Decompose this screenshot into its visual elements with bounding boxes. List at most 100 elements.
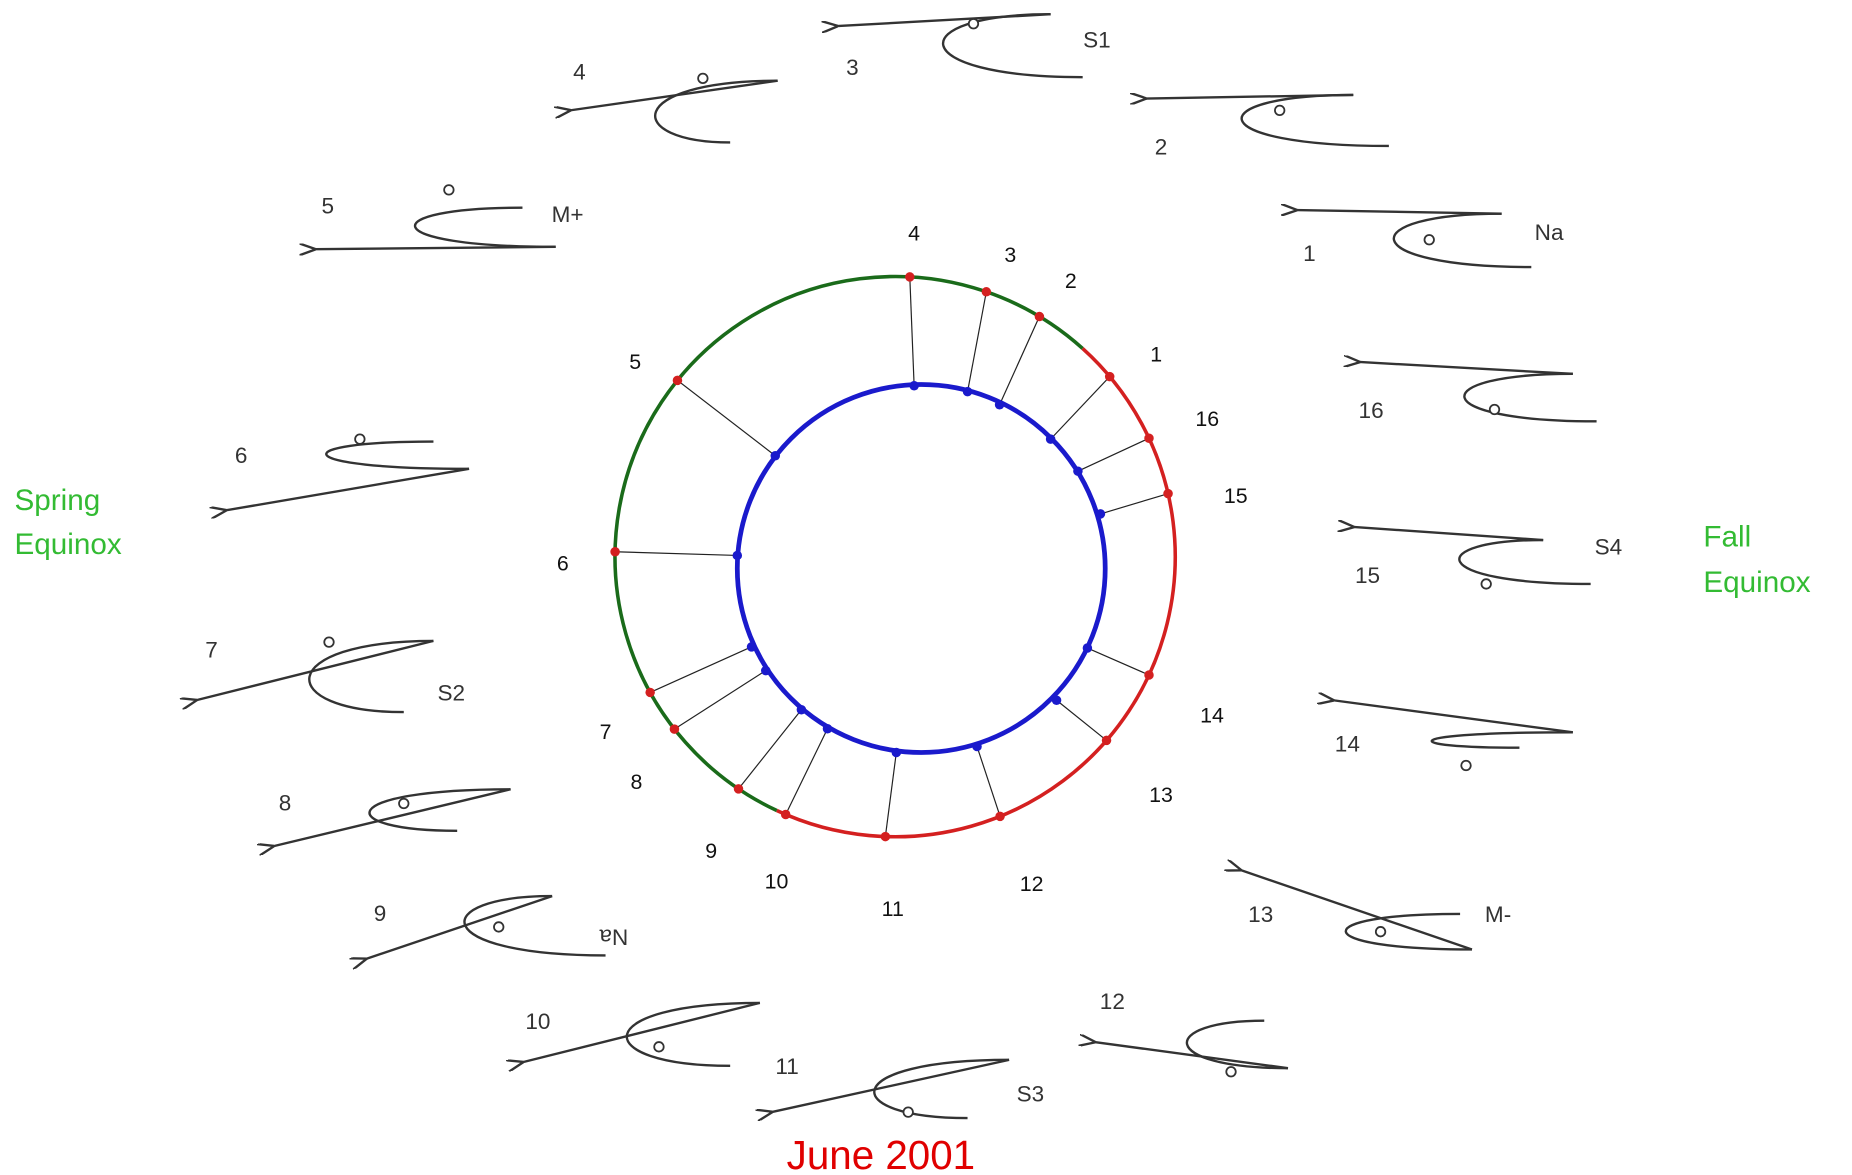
inner-point <box>892 748 901 757</box>
loop-tag: S1 <box>1083 27 1111 52</box>
loop-curve <box>309 641 433 712</box>
loop-arrow <box>837 14 1051 26</box>
outer-point <box>1163 489 1172 498</box>
loop-curve <box>1432 732 1573 747</box>
loop-number: 13 <box>1248 902 1273 927</box>
outer-point <box>1102 736 1111 745</box>
ring-label: 16 <box>1195 407 1219 431</box>
inner-point <box>963 387 972 396</box>
ring-label: 10 <box>765 870 789 894</box>
inner-point <box>733 551 742 560</box>
loop-point <box>654 1042 663 1051</box>
loop-curve <box>1242 95 1389 146</box>
outer-point <box>1144 434 1153 443</box>
loop-point <box>444 185 453 194</box>
spoke <box>674 671 765 730</box>
spring-label: Equinox <box>14 528 121 561</box>
outer-point <box>645 688 654 697</box>
loop-number: 14 <box>1335 731 1360 756</box>
loop-arrow <box>315 247 556 249</box>
spoke <box>786 729 828 815</box>
inner-point <box>1096 509 1105 518</box>
outer-point <box>995 812 1004 821</box>
loop-number: 15 <box>1355 563 1380 588</box>
loop-point <box>494 922 503 931</box>
loop-point <box>1376 927 1385 936</box>
loop-tag: Na <box>1535 220 1564 245</box>
loop-curve <box>1394 214 1531 267</box>
ring-label: 12 <box>1020 872 1044 896</box>
spoke <box>910 277 914 386</box>
fall-label: Fall <box>1703 521 1751 554</box>
ring-label: 5 <box>629 350 641 374</box>
ring-label: 8 <box>630 770 642 794</box>
spoke <box>885 752 896 836</box>
loop-arrow <box>1095 1042 1288 1068</box>
loop-number: 11 <box>775 1054 798 1079</box>
loop-point <box>1461 761 1470 770</box>
spoke <box>650 647 751 693</box>
spoke <box>1087 648 1149 675</box>
loop-number: 8 <box>279 791 292 816</box>
ring-label: 3 <box>1004 243 1016 267</box>
loop-arrow <box>1353 527 1543 540</box>
outer-point <box>781 810 790 819</box>
inner-point <box>797 705 806 714</box>
outer-point <box>610 547 619 556</box>
outer-point <box>1035 312 1044 321</box>
loop-point <box>399 799 408 808</box>
loop-number: 4 <box>573 60 586 85</box>
inner-point <box>771 451 780 460</box>
inner-point <box>747 642 756 651</box>
loop-tag: S4 <box>1595 534 1623 559</box>
loop-arrow <box>1333 700 1573 732</box>
spoke <box>739 710 802 789</box>
ring-label: 11 <box>882 897 904 921</box>
inner-point <box>972 742 981 751</box>
page: {"annotations": {"spring_equinox": ["Spr… <box>0 0 1852 1175</box>
loop-arrow <box>772 1060 1009 1112</box>
loop-curve <box>464 896 605 955</box>
loop-curve <box>943 14 1083 77</box>
outer-point <box>982 287 991 296</box>
loop-point <box>969 19 978 28</box>
loop-point <box>1275 106 1284 115</box>
diagram: Spring Equinox Fall Equinox June 2001 12… <box>0 0 1852 1175</box>
loop-arrow <box>1359 362 1573 374</box>
ring-label: 4 <box>908 222 920 246</box>
outer-point <box>1105 372 1114 381</box>
loop-curve <box>874 1060 1009 1118</box>
outer-point <box>905 272 914 281</box>
inner-point <box>909 381 918 390</box>
spoke <box>1000 317 1040 405</box>
inner-point <box>1073 466 1082 475</box>
inner-point <box>1046 434 1055 443</box>
outer-point <box>881 832 890 841</box>
loop-number: 9 <box>374 901 387 926</box>
spring-label: Spring <box>14 484 100 517</box>
loop-number: 6 <box>235 443 248 468</box>
loop-number: 5 <box>322 194 335 219</box>
spoke <box>615 552 737 556</box>
ring-label: 6 <box>557 552 569 576</box>
date-label: June 2001 <box>787 1132 975 1175</box>
ring-label: 2 <box>1065 269 1077 293</box>
loop-point <box>324 637 333 646</box>
ring-label: 15 <box>1224 484 1248 508</box>
spoke <box>677 380 775 455</box>
outer-point <box>1144 670 1153 679</box>
loop-tag: M+ <box>552 202 584 227</box>
loop-point <box>1226 1067 1235 1076</box>
fall-label: Equinox <box>1703 566 1810 599</box>
loop-number: 3 <box>846 55 859 80</box>
loop-number: 10 <box>525 1009 550 1034</box>
spoke <box>977 747 1000 817</box>
loop-arrow <box>273 789 510 846</box>
inner-point <box>1052 696 1061 705</box>
loop-curve <box>1459 540 1590 584</box>
loop-point <box>355 434 364 443</box>
ring-arc <box>777 348 1175 836</box>
ring-label: 7 <box>600 720 612 744</box>
ring-label: 1 <box>1150 343 1162 367</box>
loop-arrow <box>1296 210 1501 214</box>
